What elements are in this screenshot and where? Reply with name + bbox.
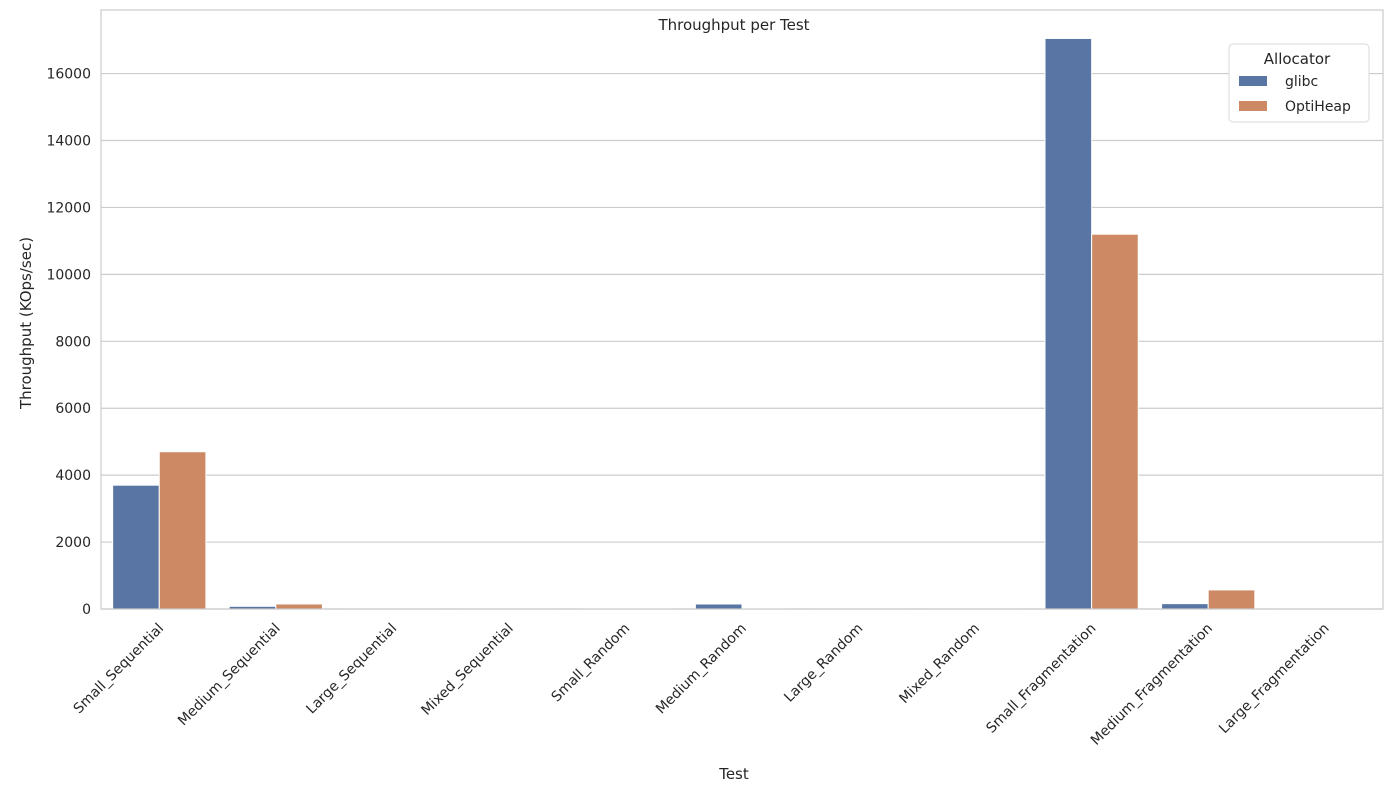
- bar-glibc-medium-fragmentation: [1161, 603, 1209, 610]
- y-tick-label: 10000: [46, 267, 91, 283]
- bar-optiheap-medium-sequential: [275, 603, 323, 610]
- x-axis-label: Test: [718, 765, 749, 783]
- y-tick-label: 6000: [55, 401, 91, 417]
- legend-title: Allocator: [1264, 50, 1331, 68]
- y-tick-label: 12000: [46, 200, 91, 216]
- y-tick-label: 8000: [55, 334, 91, 350]
- bar-optiheap-small-fragmentation: [1091, 233, 1139, 610]
- bar-glibc-medium-random: [694, 603, 743, 610]
- y-tick-label: 16000: [46, 67, 91, 83]
- legend: Allocator glibc OptiHeap: [1228, 43, 1370, 123]
- y-tick-label: 4000: [55, 468, 91, 484]
- legend-swatch-glibc: [1239, 76, 1267, 86]
- bar-optiheap-medium-fragmentation: [1207, 589, 1256, 610]
- bar-glibc-small-sequential: [112, 484, 160, 610]
- y-axis-label: Throughput (KOps/sec): [17, 237, 35, 410]
- bar-optiheap-small-sequential: [158, 451, 207, 610]
- bars: [112, 37, 1372, 610]
- legend-label-optiheap: OptiHeap: [1285, 99, 1351, 115]
- y-tick-label: 2000: [55, 535, 91, 551]
- legend-label-glibc: glibc: [1285, 74, 1318, 90]
- y-tick-label: 0: [82, 602, 91, 618]
- chart-title: Throughput per Test: [657, 16, 809, 34]
- legend-swatch-optiheap: [1239, 101, 1267, 111]
- y-tick-labels: 0 2000 4000 6000 8000 10000 12000 14000 16000: [46, 67, 91, 618]
- plot-frame: [100, 9, 1384, 610]
- bar-glibc-small-fragmentation: [1044, 37, 1093, 610]
- y-tick-label: 14000: [46, 134, 91, 150]
